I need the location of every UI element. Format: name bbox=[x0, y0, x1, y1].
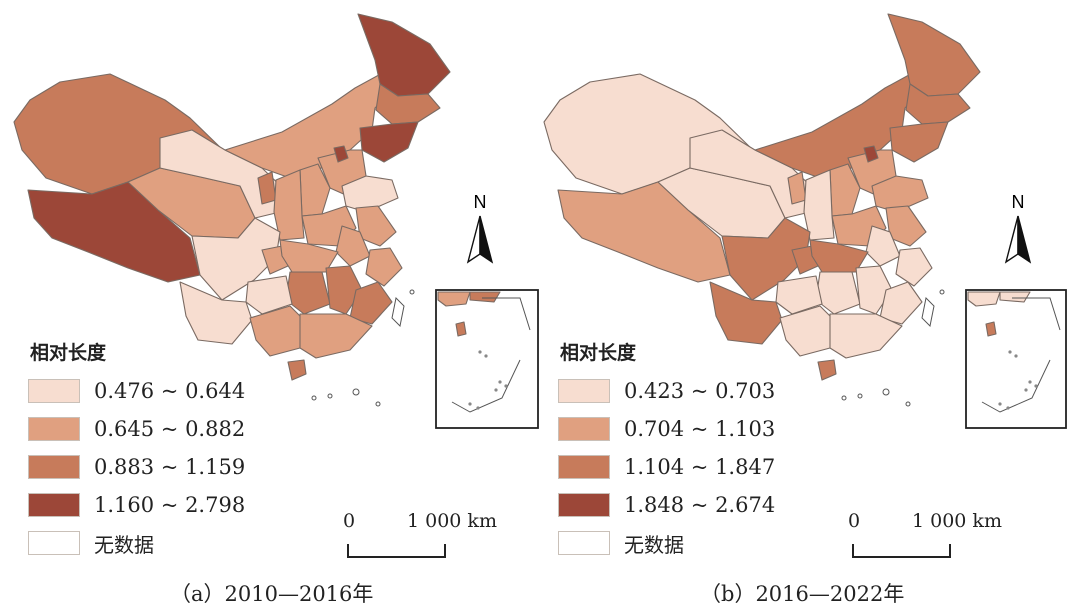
scale-bar-line bbox=[347, 544, 446, 558]
scale-bar-line bbox=[852, 544, 951, 558]
region-zhejiang bbox=[365, 247, 403, 287]
region-guizhou bbox=[245, 275, 293, 315]
legend-label: 0.704 ~ 1.103 bbox=[624, 417, 776, 441]
south-china-sea-inset bbox=[965, 289, 1067, 429]
south-china-sea-inset bbox=[435, 289, 539, 429]
legend-b: 相对长度 0.423 ~ 0.703 0.704 ~ 1.103 1.104 ~… bbox=[558, 338, 788, 562]
legend-swatch bbox=[28, 417, 80, 441]
region-hunan bbox=[285, 271, 331, 315]
region-inner-mongolia bbox=[224, 69, 396, 179]
region-beijing bbox=[863, 145, 879, 163]
region-hunan bbox=[815, 271, 861, 315]
region-fujian bbox=[879, 281, 923, 325]
region-jilin bbox=[375, 83, 441, 125]
region-tibet bbox=[557, 181, 731, 283]
region-guizhou bbox=[775, 275, 823, 315]
legend-label: 1.848 ~ 2.674 bbox=[624, 493, 776, 517]
legend-swatch bbox=[558, 455, 610, 479]
legend-swatch bbox=[28, 379, 80, 403]
region-hainan bbox=[817, 359, 837, 381]
legend-item: 1.848 ~ 2.674 bbox=[558, 486, 788, 524]
scale-zero: 0 bbox=[343, 510, 356, 532]
china-map-a: N bbox=[13, 13, 539, 429]
coastal-islands bbox=[841, 289, 945, 407]
legend-label: 0.476 ~ 0.644 bbox=[94, 379, 246, 403]
north-arrow: N bbox=[1004, 192, 1032, 264]
legend-swatch bbox=[558, 493, 610, 517]
legend-label: 0.883 ~ 1.159 bbox=[94, 455, 246, 479]
legend-swatch bbox=[558, 417, 610, 441]
legend-item: 0.883 ~ 1.159 bbox=[28, 448, 258, 486]
coastal-islands bbox=[311, 289, 415, 407]
region-yunnan bbox=[709, 281, 783, 345]
legend-item: 0.423 ~ 0.703 bbox=[558, 372, 788, 410]
region-shaanxi bbox=[273, 169, 305, 241]
legend-swatch bbox=[558, 379, 610, 403]
taiwan-outline bbox=[921, 296, 935, 328]
region-guangdong bbox=[299, 313, 373, 359]
region-liaoning bbox=[359, 121, 419, 163]
region-inner-mongolia bbox=[754, 69, 926, 179]
legend-swatch-no-data bbox=[558, 531, 610, 555]
legend-item-no-data: 无数据 bbox=[28, 524, 258, 562]
legend-label-no-data: 无数据 bbox=[624, 532, 684, 557]
legend-item: 1.160 ~ 2.798 bbox=[28, 486, 258, 524]
region-tibet bbox=[27, 181, 201, 283]
legend-label: 0.645 ~ 0.882 bbox=[94, 417, 246, 441]
region-anhui bbox=[865, 225, 901, 267]
region-yunnan bbox=[179, 281, 253, 345]
legend-a: 相对长度 0.476 ~ 0.644 0.645 ~ 0.882 0.883 ~… bbox=[28, 338, 258, 562]
north-label: N bbox=[1012, 192, 1025, 212]
scale-bar-a: 0 1 000 km bbox=[343, 510, 503, 560]
legend-label: 0.423 ~ 0.703 bbox=[624, 379, 776, 403]
legend-swatch bbox=[28, 455, 80, 479]
legend-swatch bbox=[28, 493, 80, 517]
region-shaanxi bbox=[803, 169, 835, 241]
region-guangdong bbox=[829, 313, 903, 359]
region-hainan bbox=[287, 359, 307, 381]
legend-item: 0.476 ~ 0.644 bbox=[28, 372, 258, 410]
region-liaoning bbox=[889, 121, 949, 163]
scale-distance: 1 000 km bbox=[407, 510, 497, 532]
panel-a: N 相对长度 bbox=[13, 13, 539, 606]
region-zhejiang bbox=[895, 247, 933, 287]
north-label: N bbox=[474, 192, 487, 212]
taiwan-outline bbox=[391, 296, 405, 328]
region-beijing bbox=[333, 145, 349, 163]
caption-b: （b）2016—2022年 bbox=[700, 582, 905, 606]
scale-bar-b: 0 1 000 km bbox=[848, 510, 1008, 560]
scale-zero: 0 bbox=[848, 510, 861, 532]
legend-title: 相对长度 bbox=[560, 342, 637, 364]
legend-label-no-data: 无数据 bbox=[94, 532, 154, 557]
region-guangxi bbox=[249, 305, 307, 357]
panel-b: N 相对长度 0.423 bbox=[530, 0, 1070, 613]
scale-distance: 1 000 km bbox=[912, 510, 1002, 532]
legend-label: 1.104 ~ 1.847 bbox=[624, 455, 776, 479]
legend-item: 0.704 ~ 1.103 bbox=[558, 410, 788, 448]
china-map-b: N bbox=[543, 13, 1067, 429]
region-fujian bbox=[349, 281, 393, 325]
legend-swatch-no-data bbox=[28, 531, 80, 555]
legend-label: 1.160 ~ 2.798 bbox=[94, 493, 246, 517]
legend-item: 1.104 ~ 1.847 bbox=[558, 448, 788, 486]
region-jilin bbox=[905, 83, 971, 125]
caption-a: （a）2010—2016年 bbox=[170, 582, 374, 606]
legend-item: 0.645 ~ 0.882 bbox=[28, 410, 258, 448]
legend-title: 相对长度 bbox=[30, 342, 107, 364]
region-guangxi bbox=[779, 305, 837, 357]
region-anhui bbox=[335, 225, 371, 267]
legend-item-no-data: 无数据 bbox=[558, 524, 788, 562]
north-arrow: N bbox=[466, 192, 494, 264]
